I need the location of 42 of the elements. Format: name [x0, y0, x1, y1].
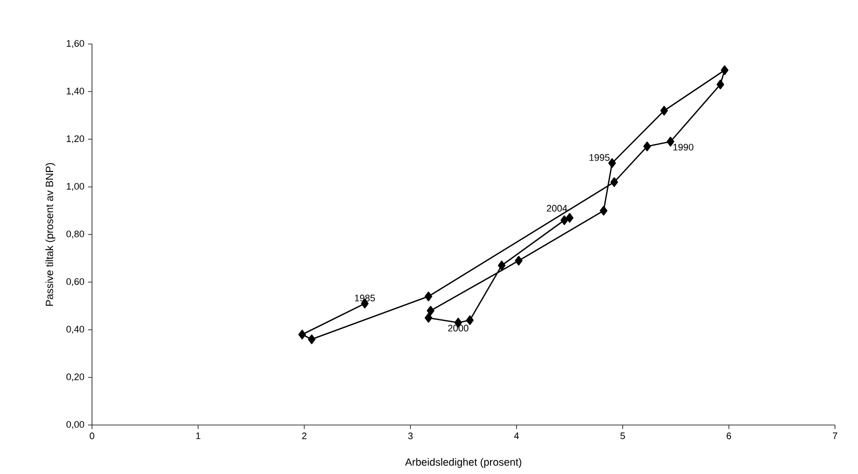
x-tick-label: 1: [196, 432, 200, 440]
point: [660, 106, 668, 116]
point: [600, 206, 608, 216]
point: [498, 260, 506, 270]
y-tick-label: 1,40: [66, 88, 84, 96]
x-tick-label: 5: [620, 432, 625, 440]
y-tick-label: 1,20: [66, 135, 84, 144]
x-tick-label: 3: [408, 432, 413, 440]
y-tick-label: 0,40: [66, 326, 84, 334]
point: [566, 212, 574, 223]
y-tick-label: 1,60: [66, 40, 84, 48]
point: [466, 315, 474, 326]
annotation: 1995: [590, 154, 610, 161]
point: [666, 136, 674, 146]
x-tick-label: 2: [302, 432, 306, 440]
x-tick-label: 4: [514, 432, 519, 440]
x-tick-label: 6: [726, 432, 732, 440]
annotation: 1990: [673, 144, 694, 151]
x-tick-label: 0: [90, 432, 94, 440]
point: [514, 256, 522, 266]
point: [308, 334, 316, 344]
y-tick-label: 0,80: [66, 230, 84, 238]
point: [424, 313, 432, 323]
x-tick-label: 7: [832, 432, 838, 440]
annotation: 1985: [354, 294, 375, 302]
x-axis-title: Arbeidsledighet (prosent): [405, 458, 522, 468]
y-axis-title: Passive tiltak (prosent av BNP): [45, 163, 56, 306]
point: [608, 158, 616, 168]
point: [426, 306, 434, 316]
y-tick-label: 0,00: [66, 421, 84, 429]
point: [298, 330, 306, 340]
y-tick-label: 0,20: [66, 373, 84, 382]
point: [610, 177, 618, 187]
annotation: 2000: [448, 324, 468, 332]
y-tick-label: 0,60: [66, 278, 84, 286]
point: [560, 215, 568, 226]
point: [720, 65, 728, 76]
annotation: 2004: [546, 204, 568, 212]
y-tick-label: 1,00: [66, 182, 84, 191]
point: [643, 142, 651, 152]
point: [716, 80, 724, 90]
point: [424, 292, 432, 302]
